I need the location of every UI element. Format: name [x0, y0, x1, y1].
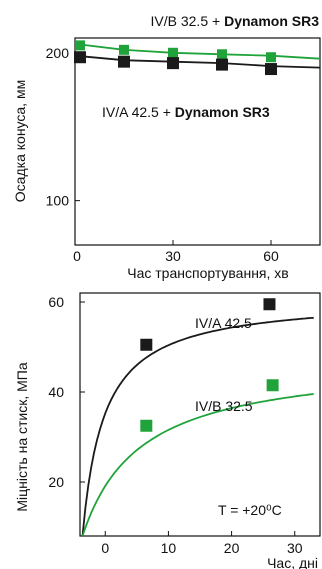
strength-y-tick-label: 40	[48, 384, 64, 400]
strength-x-tick-label: 10	[161, 540, 177, 556]
slump-point-green	[168, 47, 178, 58]
legend-black-cement: IV/A 42.5 +	[102, 104, 175, 120]
legend-green-cement: IV/B 32.5 +	[151, 13, 225, 29]
slump-series-points	[74, 40, 277, 76]
strength-series-lines	[81, 316, 314, 537]
strength-point-iva	[263, 298, 276, 311]
legend-black-label: IV/A 42.5 + Dynamon SR3	[102, 104, 270, 120]
slump-point-green	[75, 40, 85, 51]
slump-y-axis-label: Осадка конуса, мм	[12, 80, 28, 202]
strength-point-ivb	[140, 419, 153, 432]
legend-black-admixture: Dynamon SR3	[175, 104, 270, 120]
slump-point-green	[119, 44, 129, 55]
legend-green-admixture: Dynamon SR3	[224, 13, 319, 29]
slump-point-black	[74, 51, 86, 64]
slump-plot-frame	[74, 37, 321, 246]
strength-curve-ivb	[81, 393, 314, 537]
strength-x-tick-label: 0	[101, 540, 109, 556]
strength-x-axis-label: Час, дні	[267, 555, 318, 569]
slump-line-green	[74, 43, 321, 60]
series-label-ivb: IV/B 32.5	[195, 398, 253, 414]
strength-plot-frame	[79, 292, 321, 537]
strength-x-tick-label: 20	[224, 540, 240, 556]
strength-y-axis-label: Міцність на стиск, МПа	[14, 362, 30, 511]
strength-series-points	[140, 298, 279, 432]
strength-chart: 0 10 20 30 20 40 60 IV/A 42.5 IV/B 32.5 T = +2…	[14, 292, 321, 569]
slump-point-black	[118, 55, 130, 68]
slump-point-black	[216, 58, 228, 71]
slump-x-tick-label: 30	[165, 248, 181, 264]
slump-point-green	[266, 52, 276, 63]
slump-ticks: 0 30 60 100 200	[46, 45, 279, 264]
strength-y-tick-label: 20	[48, 474, 64, 490]
slump-series-lines	[74, 43, 321, 69]
slump-point-black	[167, 57, 179, 70]
slump-point-green	[217, 49, 227, 60]
slump-x-axis-label: Час транспортування, хв	[127, 265, 288, 281]
legend-green-label: IV/B 32.5 + Dynamon SR3	[151, 13, 320, 29]
strength-point-ivb	[266, 379, 279, 392]
strength-point-iva	[140, 338, 153, 351]
slump-x-tick-label: 0	[73, 248, 81, 264]
slump-line-black	[74, 54, 321, 69]
series-label-iva: IV/A 42.5	[195, 315, 252, 331]
strength-ticks: 0 10 20 30 20 40 60	[48, 294, 302, 556]
slump-y-tick-label: 200	[46, 45, 70, 61]
strength-y-tick-label: 60	[48, 294, 64, 310]
strength-x-tick-label: 30	[287, 540, 303, 556]
slump-chart: 0 30 60 100 200 IV/B 32.5 + Dynamon SR3 IV/A…	[12, 13, 321, 281]
slump-x-tick-label: 60	[263, 248, 279, 264]
slump-point-black	[265, 63, 277, 76]
strength-curve-iva	[81, 316, 314, 537]
temperature-annotation: T = +20⁰C	[218, 502, 282, 518]
slump-y-tick-label: 100	[46, 193, 70, 209]
